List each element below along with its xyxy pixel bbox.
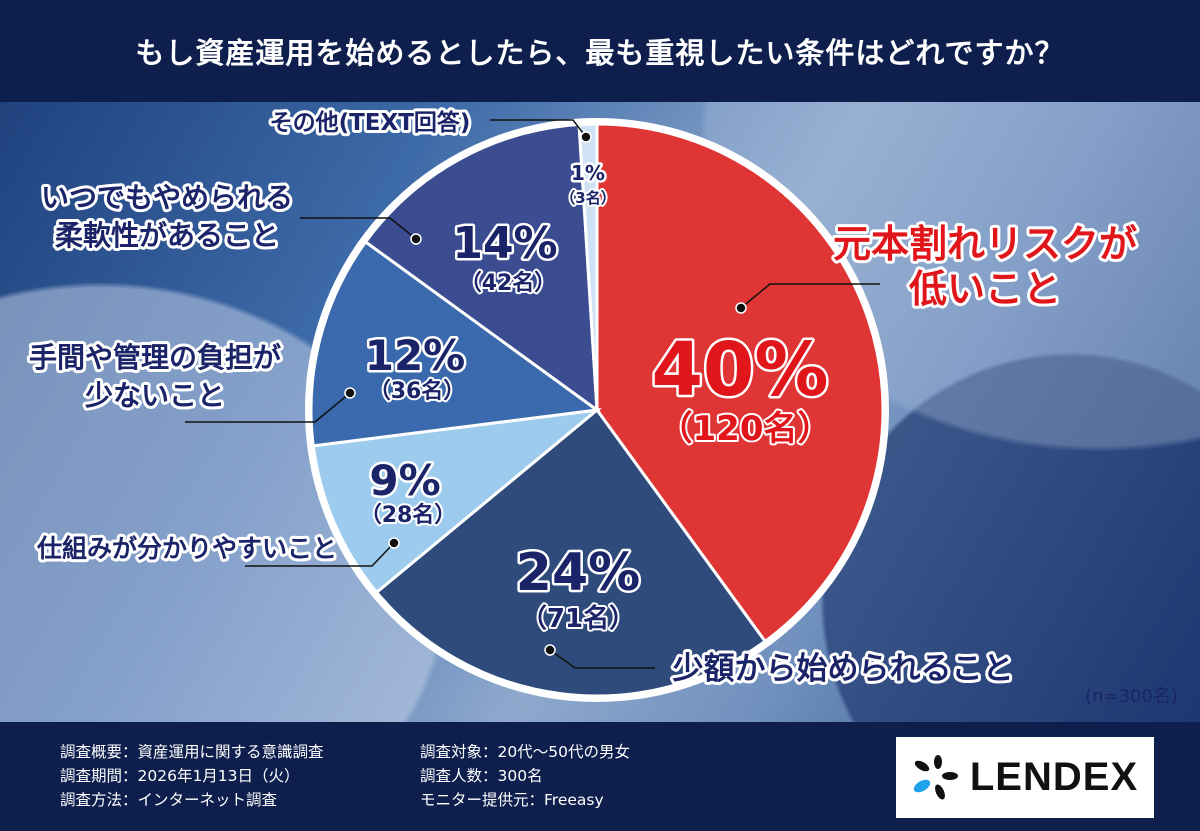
leader-line [490,119,587,138]
count-label: （28名） [360,502,457,528]
leader-line [549,649,655,669]
category-label: 元本割れリスクが [833,222,1137,266]
count-label: （71名） [521,603,635,634]
count-label: （3名） [560,189,615,207]
category-label: いつでもやめられる [41,181,293,214]
leader-dot [388,537,400,549]
pie-slice [595,122,885,644]
survey-period: 調査期間：2026年1月13日（火） [60,767,300,785]
percent-label: 14% [452,218,557,269]
percent-label: 24% [516,543,640,603]
leader-dot [410,233,422,245]
leader-line [300,217,417,240]
category-label: 柔軟性があること [55,219,279,252]
leader-dot [735,302,747,314]
page-title: もし資産運用を始めるとしたら、最も重視したい条件はどれですか？ [0,0,1200,102]
category-label: 少額から始められること [673,651,1014,687]
category-label: 手間や管理の負担が [29,341,281,374]
count-label: （120名） [659,409,832,449]
percent-label: 9% [369,456,440,505]
leader-line [740,283,880,309]
count-label: （42名） [460,270,557,296]
survey-summary: 調査概要：資産運用に関する意識調査 [60,743,324,761]
pie-slice [374,407,768,698]
footer: 調査概要：資産運用に関する意識調査 調査期間：2026年1月13日（火） 調査方… [0,722,1200,831]
percent-label: 12% [365,331,466,380]
leader-dot [580,131,592,143]
category-label: 仕組みが分かりやすいこと [36,534,337,563]
sample-size-note: (n=300名) [1085,686,1178,707]
survey-target: 調査対象：20代〜50代の男女 [420,743,630,761]
survey-method: 調査方法：インターネット調査 [60,791,278,809]
survey-monitor: モニター提供元：Freeasy [420,791,604,809]
logo-text: LENDEX [969,755,1139,799]
pie-outline [305,118,889,702]
percent-label: 40% [651,327,828,413]
leader-dot [544,644,556,656]
percent-label: 1% [571,161,605,185]
pie-slice [309,239,601,448]
category-label: その他(TEXT回答) [270,109,471,136]
pie-slice [363,122,599,414]
lendex-logo: LENDEX [896,737,1154,818]
category-label: 低いこと [909,267,1061,311]
leader-dot [344,387,356,399]
leader-line [185,392,351,423]
leader-line [245,542,395,567]
lendex-logo-icon [913,754,958,799]
count-label: （36名） [369,378,466,404]
pie-slice [311,407,602,595]
survey-count: 調査人数：300名 [420,767,543,785]
category-label: 少ないこと [85,379,225,412]
